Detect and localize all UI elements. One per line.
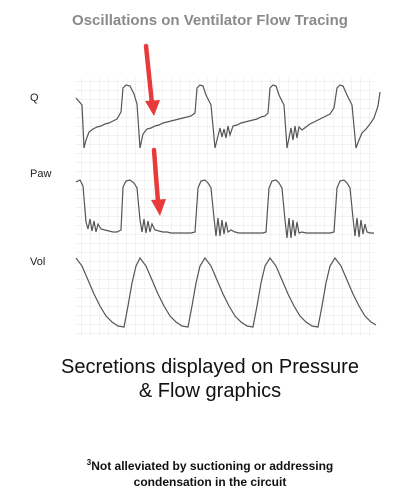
- footnote-text-1: Not alleviated by suctioning or addressi…: [91, 459, 334, 473]
- waveform-label-paw: Paw: [30, 168, 51, 180]
- pressure-oscillation-arrow: [151, 147, 161, 205]
- pressure-waveform: [75, 179, 374, 239]
- footnote-line-1: 3Not alleviated by suctioning or address…: [0, 455, 420, 474]
- ventilator-tracing: Q Paw Vol: [30, 43, 381, 336]
- footnote-line-2: condensation in the circuit: [133, 475, 287, 489]
- flow-oscillation-arrow: [143, 43, 155, 107]
- volume-waveform: [75, 256, 377, 328]
- flow-oscillation-arrowhead: [145, 100, 160, 116]
- pressure-oscillation-arrowhead: [151, 199, 166, 216]
- caption-line-1: Secretions displayed on Pressure: [61, 356, 359, 378]
- flow-waveform: [75, 84, 381, 149]
- waveform-label-vol: Vol: [30, 256, 45, 268]
- waveform-label-q: Q: [30, 92, 39, 104]
- caption: Secretions displayed on Pressure & Flow …: [0, 355, 420, 403]
- caption-line-2: & Flow graphics: [138, 380, 282, 402]
- footnote: 3Not alleviated by suctioning or address…: [0, 455, 420, 490]
- figure-title: Oscillations on Ventilator Flow Tracing: [72, 12, 348, 29]
- footnote-marker: 3: [86, 458, 92, 467]
